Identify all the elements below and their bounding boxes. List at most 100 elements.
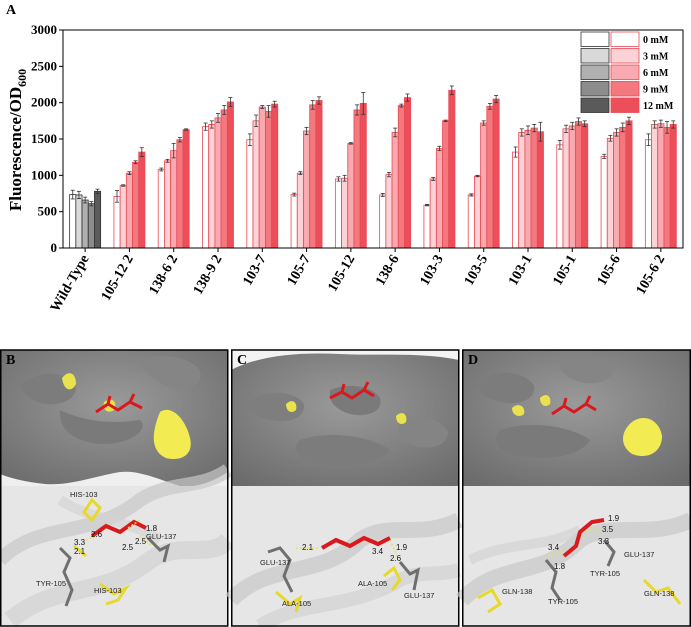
bar <box>619 126 627 249</box>
bar <box>138 151 146 249</box>
legend-label: 12 mM <box>643 101 674 112</box>
panel-c: GLU-137 ALA-105 ALA-105 GLU-137 2.1 1.9 … <box>225 349 463 627</box>
bar <box>644 139 652 249</box>
ligand-b-bottom <box>90 519 147 538</box>
bar <box>606 137 614 249</box>
bar <box>157 169 165 249</box>
bar <box>385 174 393 249</box>
bar <box>657 123 665 249</box>
legend-swatch <box>580 31 610 47</box>
x-tick-label: 105-1 <box>550 253 579 289</box>
bar <box>613 132 621 249</box>
bar <box>574 121 582 249</box>
bar <box>290 194 298 249</box>
legend-label: 6 mM <box>643 68 669 79</box>
plot-frame <box>62 29 684 249</box>
distance-label: 2.1 <box>302 543 314 552</box>
bar <box>480 122 488 249</box>
x-tick-label: 105-12 2 <box>99 253 137 304</box>
x-tick-label: Wild-Type <box>48 253 93 315</box>
y-axis-label: Fluorescence/OD600 <box>6 69 29 211</box>
bar <box>467 194 475 249</box>
panel-d: GLU-137 TYR-105 GLN-138 TYR-105 GLN-138 … <box>456 349 691 627</box>
bar <box>208 124 216 249</box>
x-tick-label: 138-6 <box>373 253 402 289</box>
legend-swatch <box>580 48 610 64</box>
ligand-patch-b1 <box>153 409 191 460</box>
residue-label: TYR-105 <box>590 569 620 578</box>
bar <box>113 196 121 249</box>
bar <box>353 109 361 249</box>
bar <box>94 190 102 249</box>
x-tick-label: 105-12 <box>325 253 358 295</box>
ligand-patch-c2 <box>396 413 407 424</box>
bar <box>334 178 342 249</box>
ligand-patch-d1 <box>623 417 662 456</box>
panel-letter-d: D <box>468 353 478 368</box>
bar <box>581 123 589 249</box>
residue-label: HIS-103 <box>70 490 98 499</box>
bar <box>87 203 95 249</box>
bar-series <box>69 85 677 249</box>
bar <box>486 105 494 249</box>
distance-label: 1.8 <box>146 524 158 533</box>
distance-label: 3.5 <box>602 525 614 534</box>
residue-label: GLU-137 <box>146 532 176 541</box>
x-tick-label: 103-7 <box>240 253 269 289</box>
bar <box>423 204 431 249</box>
bar <box>303 130 311 249</box>
ligand-patch-b2 <box>62 373 76 390</box>
legend-swatch <box>610 31 640 47</box>
residue-label: GLN-138 <box>502 587 532 596</box>
bar <box>448 89 456 249</box>
ligand-d-bottom <box>562 518 605 558</box>
distance-label: 3.4 <box>372 547 384 556</box>
distance-label: 2.1 <box>74 547 86 556</box>
bar <box>651 124 659 249</box>
bar <box>518 132 526 249</box>
bar <box>663 126 671 249</box>
x-tick-label: 105-6 <box>595 253 624 289</box>
bar <box>492 98 500 249</box>
bar <box>69 194 77 249</box>
ligand-b-top <box>95 393 143 414</box>
legend: 0 mM 3 mM 6 mM 9 mM 12 mM <box>580 31 674 113</box>
bar <box>226 101 234 249</box>
distance-label: 3.3 <box>74 538 86 547</box>
y-tick-label: 2000 <box>31 95 57 110</box>
bar <box>442 120 450 249</box>
bar <box>530 127 538 249</box>
bar <box>170 150 178 249</box>
panel-b: HIS-103 GLU-137 TYR-105 HIS-103 3.3 2.6 … <box>0 349 235 627</box>
legend-swatch <box>610 64 640 80</box>
residue-label: GLU-137 <box>404 591 434 600</box>
distance-label: 3.3 <box>598 537 610 546</box>
ligand-patch-d3 <box>540 395 551 406</box>
bar <box>536 131 544 249</box>
distance-label: 2.6 <box>390 554 402 563</box>
bar <box>391 132 399 249</box>
residue-label: ALA-105 <box>282 599 311 608</box>
y-tick-label: 0 <box>51 240 58 255</box>
distance-label: 3.4 <box>548 543 560 552</box>
y-axis: 0 500 1000 1500 2000 2500 3000 <box>31 22 63 255</box>
bar <box>271 103 279 249</box>
bar <box>669 124 677 249</box>
bar <box>81 199 89 249</box>
bar <box>474 175 482 249</box>
bar <box>600 156 608 249</box>
bar <box>264 110 272 249</box>
panel-letter-c: C <box>237 353 247 368</box>
bar <box>315 100 323 249</box>
legend-swatch <box>610 97 640 113</box>
bar <box>404 97 412 249</box>
bar <box>214 117 222 249</box>
bar <box>562 128 570 249</box>
bar <box>296 172 304 249</box>
legend-label: 9 mM <box>643 85 669 96</box>
bar <box>220 109 228 249</box>
residue-label: TYR-105 <box>548 597 578 606</box>
legend-swatch <box>610 48 640 64</box>
distance-label: 1.9 <box>396 543 408 552</box>
